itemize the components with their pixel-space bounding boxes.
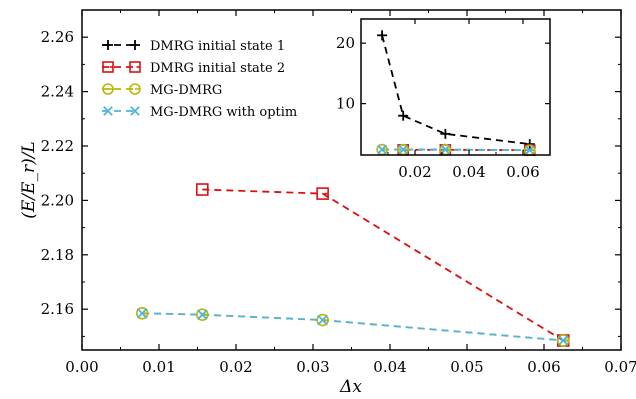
legend-item: MG-DMRG: [102, 83, 222, 98]
inset-axes: 0.02 0.04 0.06 10 20: [336, 19, 550, 181]
x-tick-label: 0.03: [296, 358, 329, 376]
inset-x-tick-label: 0.02: [398, 163, 431, 181]
legend: DMRG initial state 1 DMRG initial state 2…: [102, 39, 297, 120]
y-tick-label: 2.18: [41, 246, 74, 264]
legend-marker-right: [130, 40, 140, 50]
main-series-lines: [142, 188, 564, 342]
x-tick-label: 0.00: [65, 358, 98, 376]
inset-data-point-s0-2: [440, 128, 451, 139]
y-tick-label: 2.22: [41, 137, 74, 155]
legend-marker-right: [130, 106, 140, 116]
legend-marker-right: [129, 83, 141, 95]
main-plot: 0.00 0.01 0.02 0.03 0.04 0.05 0.06 0.07 2.16 2.18…: [41, 9, 636, 376]
inset-series-line-3: [382, 148, 530, 152]
legend-label: DMRG initial state 2: [150, 61, 285, 76]
main-data-point-s3-2: [317, 314, 328, 326]
x-tick-label: 0.07: [604, 358, 636, 376]
inset-y-tick-label: 10: [336, 95, 355, 113]
x-tick-label: 0.04: [373, 358, 406, 376]
inset-background: [361, 19, 550, 155]
legend-marker-left: [103, 40, 113, 50]
x-axis-title: Δx: [339, 377, 362, 397]
inset-data-point-s0-1: [398, 110, 409, 121]
inset-x-tick-label: 0.04: [452, 163, 485, 181]
main-data-point-s1-1: [316, 187, 329, 200]
inset-data-point-s3-0: [377, 144, 387, 155]
inset-data-point-s0-0: [377, 30, 388, 41]
x-tick-label: 0.06: [527, 358, 560, 376]
main-series-markers: [135, 183, 570, 347]
x-tick-label: 0.01: [142, 358, 175, 376]
y-axis-title: (E/E_r)/L: [19, 141, 39, 218]
inset-plot-frame: [360, 18, 551, 156]
inset-x-tick-label: 0.06: [506, 163, 539, 181]
inset-data-point-s0-3: [524, 139, 535, 150]
y-tick-label: 2.24: [41, 83, 74, 101]
legend-marker-left: [102, 61, 114, 73]
inset-data-point-s3-3: [524, 145, 535, 156]
legend-label: MG-DMRG: [150, 83, 222, 98]
main-plot-frame: [81, 9, 622, 351]
legend-marker-right: [129, 61, 141, 73]
main-axes: 0.00 0.01 0.02 0.03 0.04 0.05 0.06 0.07 2.16 2.18…: [41, 10, 636, 376]
y-tick-label: 2.16: [41, 300, 74, 318]
inset-plot: 0.02 0.04 0.06 10 20: [336, 18, 551, 181]
legend-item: DMRG initial state 1: [102, 39, 285, 54]
legend-marker-left: [103, 106, 113, 116]
legend-marker-left: [102, 83, 114, 95]
x-tick-label: 0.05: [450, 358, 483, 376]
main-data-point-s3-1: [197, 309, 208, 320]
legend-item: MG-DMRG with optim: [102, 105, 297, 120]
legend-label: DMRG initial state 1: [150, 39, 285, 54]
legend-label: MG-DMRG with optim: [150, 105, 297, 120]
inset-data-point-s3-1: [398, 144, 409, 155]
inset-y-tick-label: 20: [336, 34, 355, 52]
main-data-point-s3-3: [557, 335, 569, 346]
inset-series-line-0: [381, 35, 530, 146]
legend-item: DMRG initial state 2: [102, 61, 285, 76]
y-tick-label: 2.26: [41, 28, 74, 46]
main-data-point-s1-0: [196, 183, 209, 196]
y-tick-label: 2.20: [41, 191, 74, 209]
main-series-line-3: [142, 312, 564, 342]
main-series-line-1: [202, 188, 564, 342]
inset-data-point-s3-2: [440, 144, 451, 155]
inset-series-markers: [376, 30, 536, 156]
main-data-point-s3-0: [136, 307, 148, 319]
x-tick-label: 0.02: [219, 358, 252, 376]
